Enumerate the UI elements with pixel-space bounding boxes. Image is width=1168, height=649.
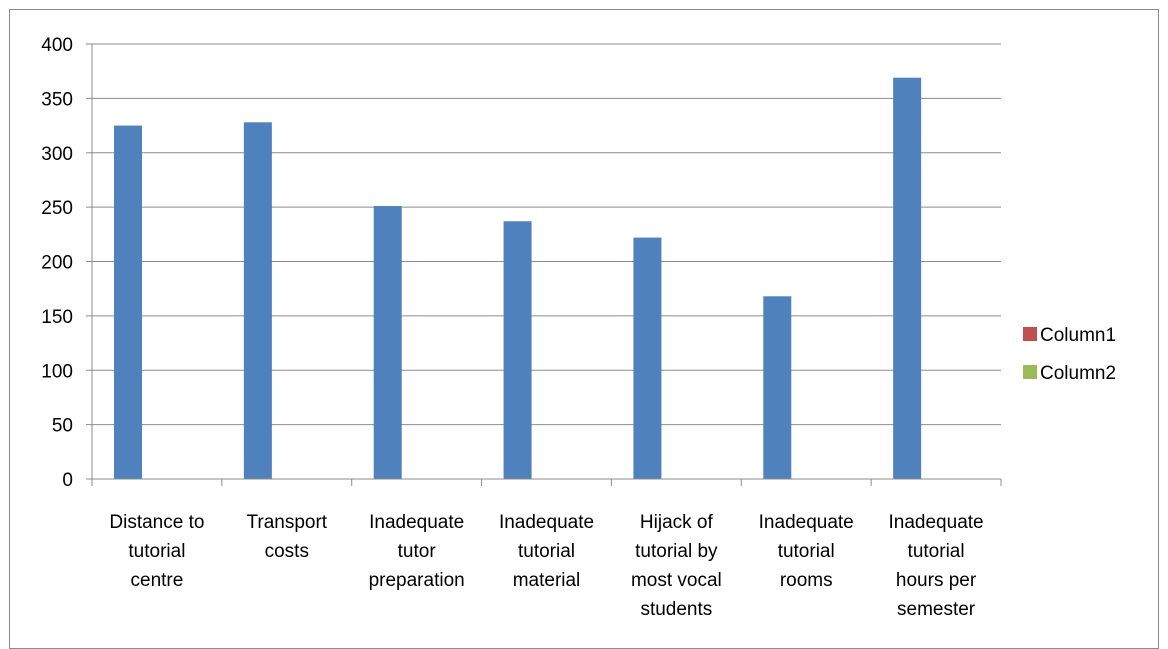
legend-swatch bbox=[1023, 327, 1037, 341]
x-axis-labels: Distance to tutorial centre Transport costs I… bbox=[109, 512, 983, 620]
bars bbox=[114, 77, 922, 480]
legend-swatch bbox=[1023, 365, 1037, 379]
bar bbox=[373, 206, 402, 479]
x-category-label: Transport costs bbox=[246, 512, 327, 562]
legend: Column1 Column2 bbox=[1023, 325, 1116, 384]
legend-label: Column1 bbox=[1040, 325, 1116, 346]
y-tick-label: 300 bbox=[41, 144, 73, 165]
x-category-label: Distance to tutorial centre bbox=[109, 512, 204, 591]
gridlines bbox=[92, 43, 1001, 426]
legend-label: Column2 bbox=[1040, 363, 1116, 384]
y-tick-label: 100 bbox=[41, 361, 73, 382]
y-tick-label: 350 bbox=[41, 89, 73, 110]
y-axis-ticks: 0 50 100 150 200 250 300 350 400 bbox=[41, 35, 73, 491]
x-category-label: Inadequate tutorial material bbox=[499, 512, 594, 591]
y-tick-label: 200 bbox=[41, 253, 73, 274]
bar bbox=[243, 122, 272, 480]
bar bbox=[503, 221, 532, 479]
bar bbox=[633, 237, 662, 479]
y-tick-label: 50 bbox=[52, 416, 73, 437]
bar bbox=[114, 125, 142, 479]
bar bbox=[893, 77, 922, 480]
y-tick-label: 250 bbox=[41, 198, 73, 219]
y-tick-label: 150 bbox=[41, 307, 73, 328]
x-category-label: Inadequate tutor preparation bbox=[369, 512, 465, 591]
y-tick-label: 400 bbox=[41, 35, 73, 56]
x-category-label: Inadequate tutorial rooms bbox=[759, 512, 854, 591]
x-category-label: Hijack of tutorial by most vocal students bbox=[631, 512, 722, 620]
bar bbox=[763, 296, 792, 479]
axes bbox=[86, 43, 1002, 486]
y-tick-label: 0 bbox=[62, 470, 73, 491]
chart-frame bbox=[9, 9, 1159, 649]
x-category-label: Inadequate tutorial hours per semester bbox=[889, 512, 984, 620]
